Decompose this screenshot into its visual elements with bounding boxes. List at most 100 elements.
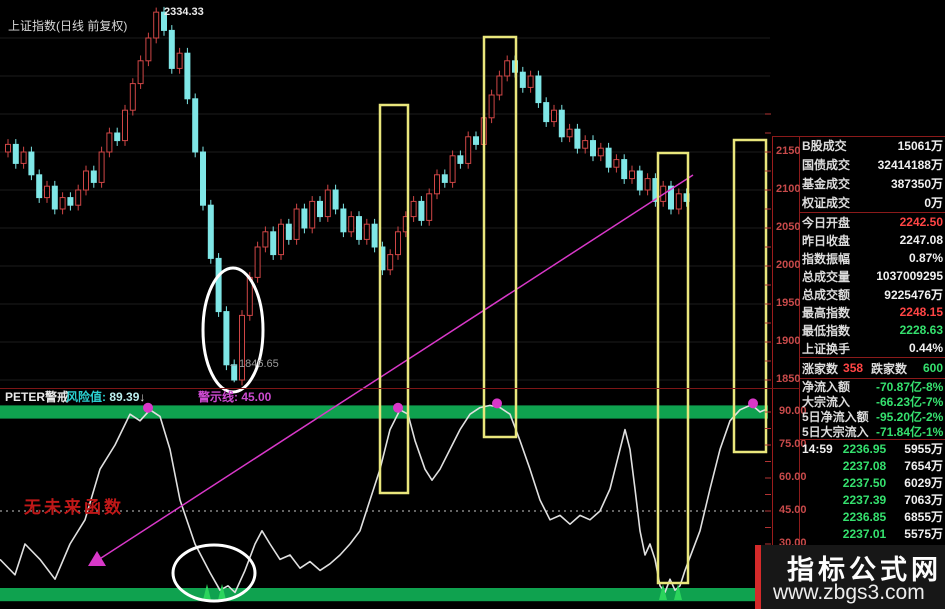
row-value: 387350万 bbox=[890, 177, 943, 191]
annotation-rectangle bbox=[378, 103, 410, 495]
sidebar-top-line bbox=[772, 136, 945, 137]
candle-body bbox=[387, 254, 394, 271]
candle-body bbox=[558, 109, 565, 138]
market-data-sidebar: B股成交 15061万 国债成交 32414188万 基金成交 387350万 权证成交 0万… bbox=[800, 136, 945, 545]
candle-body bbox=[488, 94, 495, 119]
price-axis-label: 1850 bbox=[776, 373, 801, 385]
candle-body bbox=[176, 52, 183, 69]
row-percent: -1% bbox=[922, 424, 943, 439]
candle-body bbox=[621, 159, 628, 180]
row-value: 2228.63 bbox=[899, 323, 943, 337]
peak-dot bbox=[492, 398, 502, 409]
tick-volume: 6029万 bbox=[904, 476, 943, 490]
money-flow-row: 净流入额 -70.87亿 -8% bbox=[800, 379, 945, 395]
price-axis-label: 1900 bbox=[776, 335, 801, 347]
candle-body bbox=[449, 155, 456, 183]
advancers-value: 358 bbox=[843, 361, 864, 375]
candle-body bbox=[535, 75, 542, 104]
candle-body bbox=[504, 60, 511, 77]
candle-body bbox=[613, 159, 620, 168]
panel-separator-line bbox=[0, 388, 800, 389]
row-value: 0万 bbox=[924, 196, 943, 210]
section-divider bbox=[800, 439, 945, 440]
candle-body bbox=[457, 155, 464, 164]
chart-title: 上证指数(日线 前复权) bbox=[8, 19, 128, 33]
row-percent: -2% bbox=[922, 409, 943, 424]
candle-body bbox=[12, 143, 19, 164]
candle-body bbox=[293, 208, 300, 240]
row-percent: -7% bbox=[922, 394, 943, 409]
logo-site-name: 指标公式网 bbox=[787, 555, 942, 585]
tick-price: 2236.95 bbox=[842, 441, 887, 456]
row-label: 权证成交 bbox=[802, 196, 851, 210]
tick-row: 2236.85 6855万 bbox=[800, 508, 945, 525]
down-arrow-icon: ↓ bbox=[139, 390, 146, 404]
index-stat-row: 上证换手 0.44% bbox=[800, 339, 945, 357]
price-axis-label: 2100 bbox=[776, 183, 801, 195]
indicator-axis-label: 75.00 bbox=[779, 438, 807, 450]
tick-volume: 5955万 bbox=[904, 442, 943, 456]
row-value: -70.87亿 bbox=[875, 380, 922, 394]
candle-body bbox=[418, 200, 425, 221]
candle-body bbox=[363, 223, 370, 240]
tick-row: 2237.50 6029万 bbox=[800, 474, 945, 491]
candle-body bbox=[200, 151, 206, 206]
row-label: 5日净流入额 bbox=[802, 410, 869, 424]
peak-dot bbox=[143, 402, 153, 413]
money-flow-row: 5日净流入额 -95.20亿 -2% bbox=[800, 409, 945, 425]
warn-line-label: 警示线: 45.00 bbox=[198, 390, 272, 404]
candle-body bbox=[629, 170, 635, 180]
row-value: -71.84亿 bbox=[875, 425, 922, 439]
candle-body bbox=[28, 151, 35, 176]
indicator-axis-label: 90.00 bbox=[779, 405, 807, 417]
risk-value-text: 89.39 bbox=[109, 390, 140, 404]
tick-row: 2237.08 7654万 bbox=[800, 457, 945, 474]
row-label: 净流入额 bbox=[802, 380, 851, 394]
advancers-label: 涨家数 bbox=[802, 361, 839, 376]
row-percent: -8% bbox=[922, 379, 943, 394]
tick-row: 2237.01 5575万 bbox=[800, 525, 945, 542]
candle-body bbox=[441, 174, 448, 183]
row-value: 15061万 bbox=[897, 139, 943, 153]
row-label: 今日开盘 bbox=[802, 215, 851, 230]
trend-line bbox=[97, 174, 694, 561]
price-axis-label: 2150 bbox=[776, 145, 801, 157]
tick-volume: 7063万 bbox=[904, 493, 943, 507]
candle-body bbox=[551, 109, 557, 123]
decliners-label: 跌家数 bbox=[871, 361, 908, 376]
row-label: 最低指数 bbox=[802, 323, 851, 338]
candle-body bbox=[605, 147, 612, 168]
row-value: 32414188万 bbox=[877, 158, 943, 172]
candle-body bbox=[98, 151, 105, 183]
breadth-row: 涨家数 358 跌家数 600 bbox=[800, 358, 945, 378]
tick-price: 2236.85 bbox=[842, 509, 887, 524]
row-value: 0.87% bbox=[908, 251, 943, 265]
candle-body bbox=[254, 246, 261, 278]
tick-row: 2237.39 7063万 bbox=[800, 491, 945, 508]
bottom-spike bbox=[674, 584, 682, 600]
low-price-label: ←1846.65 bbox=[228, 358, 279, 370]
tick-row: 14:59 2236.95 5955万 bbox=[800, 440, 945, 457]
peak-price-label: 2334.33 bbox=[164, 6, 204, 18]
candle-body bbox=[36, 174, 43, 199]
logo-red-bar bbox=[755, 545, 761, 609]
index-stat-row: 最低指数 2228.63 bbox=[800, 321, 945, 339]
candle-body bbox=[153, 11, 160, 39]
price-axis-label: 1950 bbox=[776, 297, 801, 309]
no-future-function-watermark: 无未来函数 bbox=[24, 498, 124, 517]
index-stat-row: 今日开盘 2242.50 bbox=[800, 213, 945, 231]
candle-body bbox=[168, 29, 175, 69]
candle-body bbox=[410, 200, 417, 218]
candle-body bbox=[278, 223, 284, 256]
candle-body bbox=[192, 98, 199, 153]
tick-volume: 5575万 bbox=[904, 527, 943, 541]
candle-body bbox=[137, 60, 144, 85]
buy-triangle-marker bbox=[88, 551, 106, 566]
row-label: 上证换手 bbox=[802, 341, 851, 356]
candle-body bbox=[309, 200, 316, 229]
price-axis-label: 2050 bbox=[776, 221, 801, 233]
money-flow-row: 5日大宗流入 -71.84亿 -1% bbox=[800, 424, 945, 440]
candle-body bbox=[90, 170, 97, 183]
